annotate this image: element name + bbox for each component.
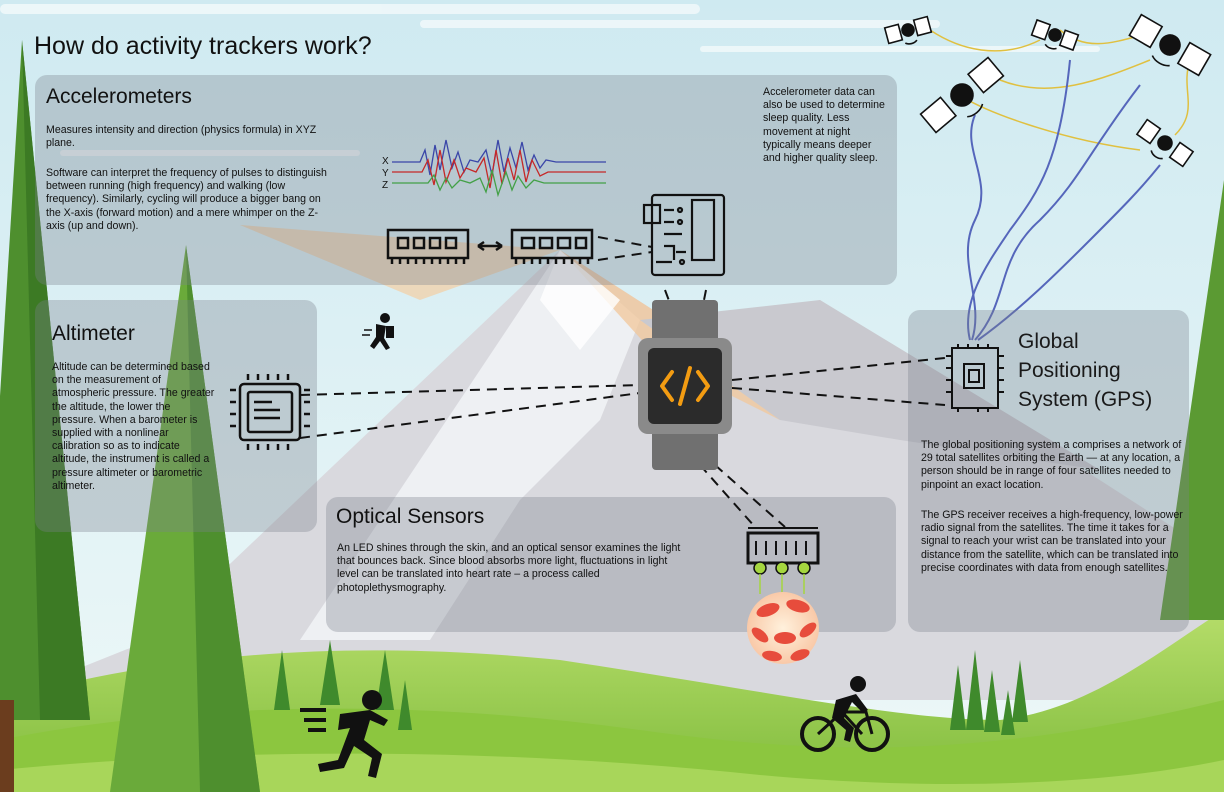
tree-icon [0,40,1224,792]
dashed-connectors [299,236,946,528]
small-trees [274,640,1028,735]
gps-heading-line-3: System (GPS) [1018,388,1153,411]
runner-icon [300,690,388,778]
accelerometers-text-1: Measures intensity and direction (physic… [46,124,320,150]
gps-chip-icon [946,344,1004,412]
xyz-signal-plot [392,139,606,198]
blood-cells-icon [747,592,819,664]
altimeter-heading: Altimeter [52,322,135,345]
memory-module-icon [386,228,594,264]
accelerometers-text-2: Software can interpret the frequency of … [46,167,330,232]
optical-sensors-text: An LED shines through the skin, and an o… [337,542,684,594]
gps-text-1: The global positioning system a comprise… [921,439,1185,491]
gps-heading-line-1: Global [1018,330,1079,353]
cloud-streaks [0,4,1100,156]
circuit-board-icon [642,193,726,277]
gps-signal-waves [966,59,1161,341]
axis-label-x: X [382,156,389,167]
satellite-icon [883,13,1212,168]
cyclist-icon [800,676,890,752]
altimeter-text: Altitude can be determined based on the … [52,361,218,492]
walker-icon [362,313,394,350]
accelerometers-heading: Accelerometers [46,85,192,108]
code-icon [660,366,710,406]
sleep-quality-note: Accelerometer data can also be used to d… [763,86,888,165]
axis-label-y: Y [382,168,389,179]
led-sensor-icon [746,527,820,594]
gps-text-2: The GPS receiver receives a high-frequen… [921,509,1183,574]
optical-sensors-heading: Optical Sensors [336,505,485,528]
axis-label-z: Z [382,180,389,191]
gps-heading-line-2: Positioning [1018,359,1121,382]
chip-icon [230,374,310,450]
page-title: How do activity trackers work? [34,32,372,60]
